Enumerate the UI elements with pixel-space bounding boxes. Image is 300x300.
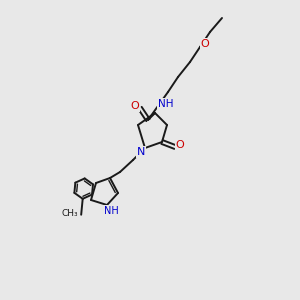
Text: O: O: [130, 101, 140, 111]
Text: O: O: [176, 140, 184, 150]
Text: N: N: [137, 147, 145, 157]
Text: NH: NH: [103, 206, 118, 216]
Text: CH₃: CH₃: [61, 209, 78, 218]
Text: O: O: [201, 39, 209, 49]
Text: NH: NH: [158, 99, 174, 109]
